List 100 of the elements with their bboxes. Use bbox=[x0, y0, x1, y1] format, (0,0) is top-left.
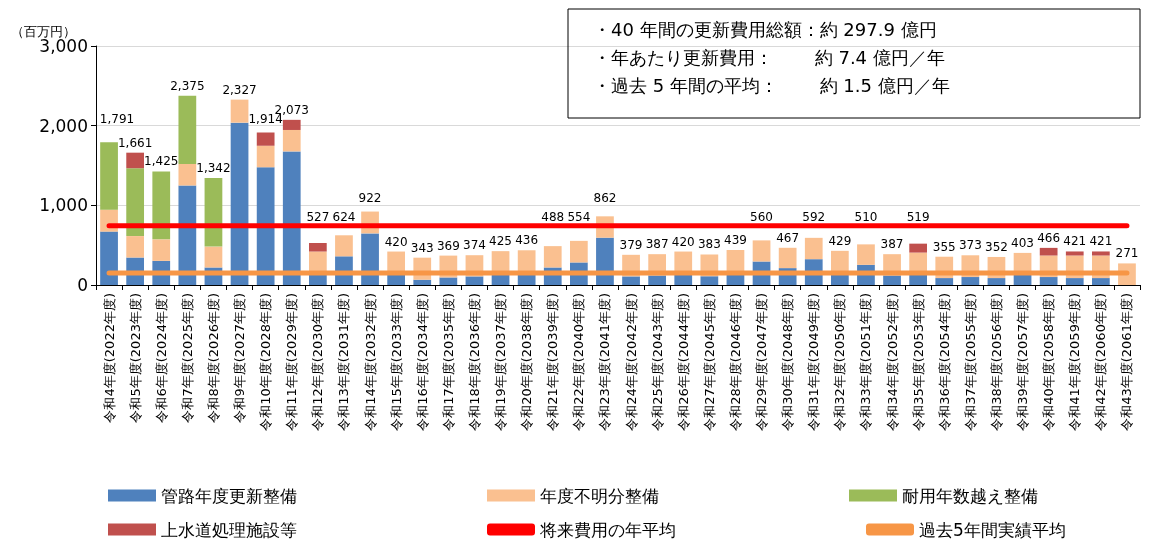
bar bbox=[778, 247, 797, 269]
x-tick-label: 令和39年度(2057年度) bbox=[1015, 293, 1031, 431]
x-tick-label: 令和30年度(2048年度) bbox=[780, 293, 796, 431]
bar bbox=[1091, 251, 1110, 256]
annotation: ・年あたり更新費用： 約 7.4 億円／年 bbox=[593, 46, 945, 68]
text: ・40 年間の更新費用総額：約 297.9 億円 bbox=[593, 18, 937, 40]
bar bbox=[1065, 278, 1084, 285]
bar bbox=[178, 95, 197, 164]
bar bbox=[100, 142, 118, 210]
x-tick-label: 令和36年度(2054年度) bbox=[936, 293, 952, 431]
x-tick-label: 令和11年度(2029年度) bbox=[284, 293, 300, 431]
x-tick-label: 令和15年度(2033年度) bbox=[388, 293, 404, 431]
x-tick-label: 令和12年度(2030年度) bbox=[310, 293, 326, 431]
total-label: 592 bbox=[802, 209, 826, 224]
bar bbox=[935, 278, 954, 285]
total-label: 387 bbox=[880, 237, 904, 252]
legend-label: 過去5年間実績平均 bbox=[919, 519, 1066, 540]
bar bbox=[830, 250, 849, 273]
x-tick-label: 令和4年度(2022年度) bbox=[101, 293, 117, 423]
bar bbox=[1039, 247, 1058, 256]
bar bbox=[256, 132, 275, 146]
bar bbox=[335, 235, 353, 257]
bar bbox=[569, 240, 588, 263]
total-label: 439 bbox=[724, 233, 747, 248]
bar bbox=[126, 236, 145, 258]
x-tick-label: 令和25年度(2043年度) bbox=[649, 293, 665, 431]
y-tick-label: 2,000 bbox=[39, 115, 88, 136]
x-tick-label: 令和29年度(2047年度) bbox=[754, 293, 770, 431]
y-tick-label: 0 bbox=[77, 275, 88, 295]
total-label: 403 bbox=[1011, 235, 1034, 250]
bar bbox=[961, 277, 980, 285]
total-label: 624 bbox=[332, 209, 356, 224]
x-tick-label: 令和16年度(2034年度) bbox=[414, 293, 430, 431]
total-label: 488 bbox=[541, 209, 565, 224]
bar bbox=[308, 243, 327, 252]
total-label: 1,791 bbox=[99, 111, 135, 126]
total-label: 560 bbox=[750, 209, 773, 224]
total-label: 466 bbox=[1037, 230, 1061, 245]
total-label: 379 bbox=[619, 237, 643, 252]
bar bbox=[622, 276, 640, 285]
x-tick-label: 令和8年度(2026年度) bbox=[205, 293, 221, 423]
x-tick-label: 令和9年度(2027年度) bbox=[232, 293, 248, 423]
total-label: 271 bbox=[1115, 246, 1139, 261]
x-tick-label: 令和37年度(2055年度) bbox=[962, 293, 978, 431]
bar bbox=[439, 277, 458, 285]
total-label: 2,327 bbox=[222, 82, 257, 97]
bar bbox=[413, 279, 432, 285]
x-tick-label: 令和32年度(2050年度) bbox=[832, 293, 848, 431]
total-label: 374 bbox=[463, 238, 486, 253]
bar bbox=[256, 145, 275, 168]
bar bbox=[1065, 251, 1084, 256]
total-label: 355 bbox=[932, 239, 956, 254]
total-label: 1,661 bbox=[117, 135, 153, 150]
total-label: 420 bbox=[671, 234, 695, 249]
total-label: 425 bbox=[489, 234, 512, 249]
total-label: 922 bbox=[358, 191, 382, 206]
total-label: 369 bbox=[436, 238, 460, 253]
legend-label: 年度不明分整備 bbox=[540, 485, 659, 506]
bar bbox=[465, 276, 484, 285]
x-tick-label: 令和35年度(2053年度) bbox=[910, 293, 926, 431]
bar bbox=[152, 171, 171, 240]
x-tick-label: 令和13年度(2031年度) bbox=[336, 293, 352, 431]
x-tick-label: 令和27年度(2045年度) bbox=[701, 293, 717, 431]
bar bbox=[126, 168, 145, 237]
x-tick-label: 令和6年度(2024年度) bbox=[153, 293, 169, 423]
bar bbox=[282, 129, 301, 152]
bar bbox=[256, 167, 275, 285]
total-label: 421 bbox=[1089, 234, 1113, 249]
x-tick-label: 令和41年度(2059年度) bbox=[1067, 293, 1083, 431]
bar bbox=[282, 119, 301, 130]
bar bbox=[204, 246, 223, 268]
total-label: 510 bbox=[854, 209, 878, 224]
total-label: 387 bbox=[645, 237, 669, 252]
x-tick-label: 令和5年度(2023年度) bbox=[127, 293, 143, 423]
x-tick-label: 令和38年度(2056年度) bbox=[988, 293, 1004, 431]
total-label: 1,425 bbox=[144, 154, 179, 169]
x-tick-label: 令和23年度(2041年度) bbox=[597, 293, 613, 431]
legend-label: 管路年度更新整備 bbox=[161, 485, 297, 506]
x-tick-label: 令和40年度(2058年度) bbox=[1041, 293, 1057, 431]
x-tick-label: 令和17年度(2035年度) bbox=[440, 293, 456, 431]
x-tick-label: 令和7年度(2025年度) bbox=[179, 293, 195, 423]
legend-label: 将来費用の年平均 bbox=[539, 519, 676, 540]
total-label: 352 bbox=[985, 239, 1008, 254]
x-tick-label: 令和28年度(2046年度) bbox=[727, 293, 743, 431]
x-tick-label: 令和34年度(2052年度) bbox=[884, 293, 900, 431]
total-label: 1,342 bbox=[196, 161, 231, 176]
total-label: 467 bbox=[776, 230, 800, 245]
bar bbox=[308, 251, 327, 274]
x-tick-label: 令和10年度(2028年度) bbox=[258, 293, 274, 431]
bar bbox=[987, 278, 1006, 285]
annotation: ・過去 5 年間の平均： 約 1.5 億円／年 bbox=[593, 74, 950, 96]
bar bbox=[178, 163, 197, 186]
bar bbox=[282, 151, 301, 285]
x-tick-label: 令和33年度(2051年度) bbox=[858, 293, 874, 431]
y-axis-title: （百万円） bbox=[11, 23, 76, 39]
x-tick-label: 令和26年度(2044年度) bbox=[675, 293, 691, 431]
total-label: 421 bbox=[1063, 234, 1087, 249]
bar bbox=[726, 250, 745, 272]
x-tick-label: 令和19年度(2037年度) bbox=[493, 293, 509, 431]
x-tick-label: 令和22年度(2040年度) bbox=[571, 293, 587, 431]
